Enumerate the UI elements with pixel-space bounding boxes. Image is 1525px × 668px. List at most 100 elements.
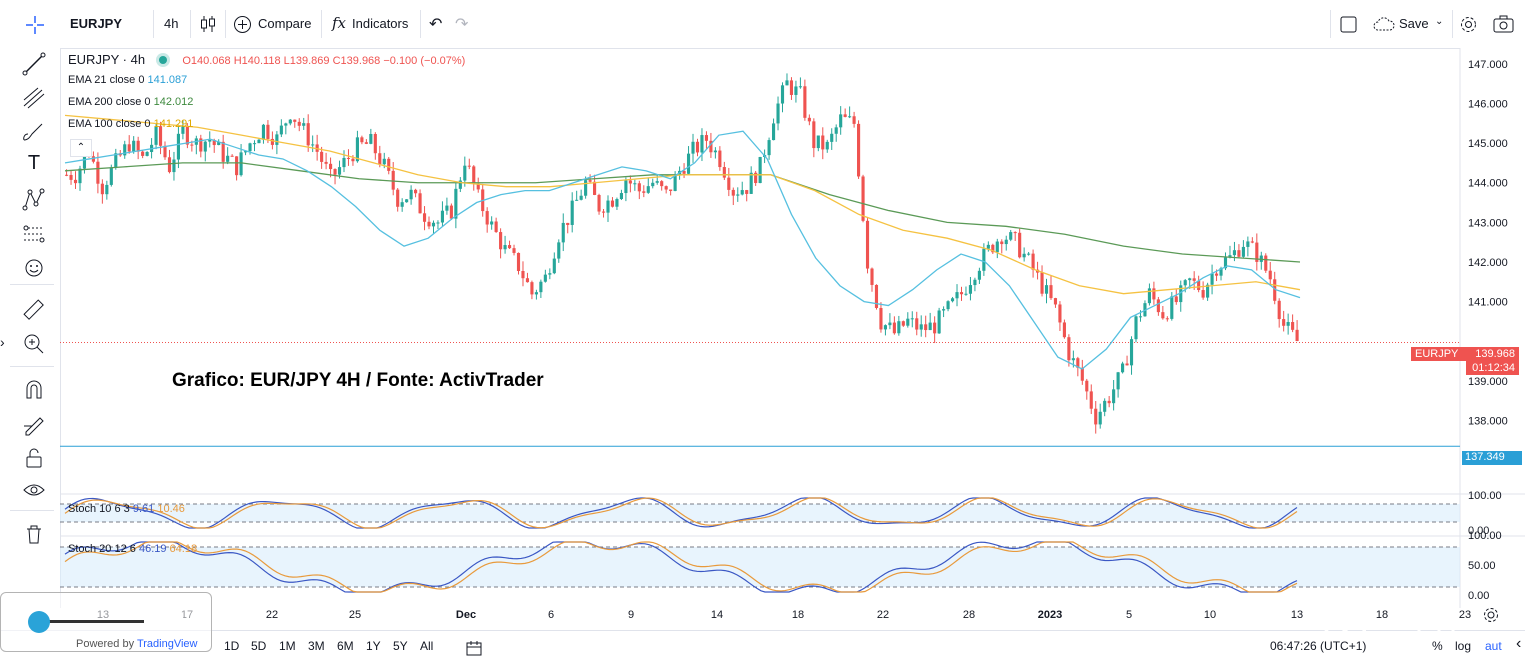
candle — [879, 307, 883, 330]
toolbar-divider — [1452, 10, 1453, 38]
lock-icon[interactable] — [20, 444, 48, 472]
magnet-icon[interactable] — [20, 376, 48, 404]
symbol-search-button[interactable]: EURJPY — [70, 16, 123, 31]
range-button[interactable]: 5Y — [393, 639, 408, 653]
range-button[interactable]: 1D — [224, 639, 240, 653]
undo-icon[interactable]: ↶ — [429, 16, 443, 33]
legend-stoch1[interactable]: Stoch 10 6 3 9.61 10.46 — [68, 503, 185, 515]
forecast-icon[interactable] — [20, 220, 48, 248]
candle — [1183, 280, 1187, 286]
candle — [396, 189, 400, 207]
emoji-icon[interactable] — [20, 254, 48, 282]
range-button[interactable]: 3M — [308, 639, 325, 653]
range-button[interactable]: 1M — [279, 639, 296, 653]
legend-ema21[interactable]: EMA 21 close 0 141.087 — [68, 74, 187, 86]
sidebar-panel-icon[interactable] — [1417, 606, 1455, 636]
time-axis-label: 6 — [548, 609, 554, 621]
candle — [883, 325, 887, 330]
candle — [351, 158, 355, 162]
brush-icon[interactable] — [20, 118, 48, 146]
candle — [552, 258, 556, 274]
save-button[interactable]: Save — [1399, 16, 1429, 31]
candle — [848, 116, 852, 118]
candle — [297, 121, 301, 126]
auto-scale-toggle[interactable]: aut — [1485, 639, 1502, 653]
text-tool-icon[interactable]: T — [27, 152, 41, 174]
layout-square-icon[interactable] — [1340, 16, 1357, 33]
tradingview-link[interactable]: TradingView — [136, 638, 198, 650]
volume-track[interactable] — [39, 620, 144, 623]
candle — [288, 119, 292, 124]
toolbar-divider — [190, 10, 191, 38]
collapse-legend-icon[interactable]: ⌃ — [70, 139, 92, 157]
candle — [91, 156, 95, 162]
stoch1-k: 9.61 — [132, 503, 155, 515]
compare-plus-icon[interactable] — [233, 15, 252, 34]
ema200-label: EMA 200 close 0 — [68, 96, 151, 108]
minus-icon[interactable]: − — [3, 613, 15, 635]
eye-icon[interactable] — [20, 476, 48, 504]
candle — [333, 169, 337, 175]
price-axis-label: 139.000 — [1468, 376, 1508, 388]
top-toolbar: EURJPY 4h Compare fx Indicators ↶ ↷ Save… — [0, 0, 1525, 49]
zoom-in-icon[interactable] — [20, 330, 48, 358]
camera-icon[interactable] — [1493, 15, 1514, 33]
stay-drawing-icon[interactable] — [20, 410, 48, 438]
legend-ema200[interactable]: EMA 200 close 0 142.012 — [68, 96, 193, 108]
candle — [834, 127, 838, 134]
indicators-fx-icon[interactable]: fx — [332, 14, 347, 32]
cloud-download-icon[interactable] — [1324, 604, 1366, 638]
candle — [1156, 299, 1160, 313]
candle — [628, 180, 632, 184]
log-toggle[interactable]: log — [1455, 639, 1472, 653]
trend-line-icon[interactable] — [20, 50, 48, 78]
cloud-save-icon[interactable] — [1373, 17, 1395, 31]
candle — [405, 199, 409, 203]
candle — [163, 145, 167, 158]
redo-icon[interactable]: ↷ — [455, 16, 469, 33]
price-axis-label: 145.000 — [1468, 138, 1508, 150]
candle — [1013, 232, 1017, 234]
interval-button[interactable]: 4h — [164, 16, 179, 31]
compare-button[interactable]: Compare — [258, 16, 312, 31]
candle — [476, 183, 480, 190]
range-button[interactable]: 5D — [251, 639, 267, 653]
legend-stoch2[interactable]: Stoch 20 12 6 46.19 64.18 — [68, 543, 197, 555]
candle-style-icon[interactable] — [199, 15, 217, 33]
candle — [870, 268, 874, 285]
volume-knob[interactable] — [28, 611, 50, 633]
time-axis-label: 10 — [1204, 609, 1216, 621]
candle — [1232, 250, 1237, 256]
plus-icon[interactable]: + — [165, 599, 185, 637]
clock[interactable]: 06:47:26 (UTC+1) — [1270, 639, 1367, 653]
toolbar-divider — [1330, 10, 1331, 38]
candle — [387, 158, 391, 171]
ruler-icon[interactable] — [20, 296, 48, 324]
price-axis-label: 144.000 — [1468, 178, 1508, 190]
collapse-sidebar-icon[interactable]: › — [0, 334, 5, 350]
settings-gear-icon[interactable] — [1482, 606, 1500, 624]
candle — [69, 174, 73, 180]
pattern-icon[interactable] — [20, 186, 48, 214]
chevron-left-icon[interactable]: ‹ — [1516, 635, 1522, 652]
candle — [758, 156, 762, 184]
range-button[interactable]: All — [420, 639, 434, 653]
crosshair-icon[interactable] — [24, 14, 46, 36]
time-axis-label: 23 — [1459, 609, 1471, 621]
legend-ema100[interactable]: EMA 100 close 0 141.291 — [68, 118, 193, 130]
candle — [942, 309, 946, 311]
range-button[interactable]: 6M — [337, 639, 354, 653]
percent-toggle[interactable]: % — [1432, 639, 1443, 653]
chevron-down-icon[interactable]: ⌄ — [1435, 16, 1444, 27]
gear-icon[interactable] — [1459, 15, 1478, 34]
candle — [1295, 329, 1299, 342]
indicators-button[interactable]: Indicators — [352, 16, 409, 31]
chart-area[interactable]: 147.000 146.000 145.000 144.000 143.000 142.0… — [60, 48, 1525, 630]
stoch-axis-label: 100.00 — [1468, 530, 1502, 542]
range-button[interactable]: 1Y — [366, 639, 381, 653]
legend-symbol[interactable]: EURJPY · 4h — [68, 52, 146, 67]
trash-icon[interactable] — [20, 520, 48, 548]
calendar-goto-icon[interactable] — [466, 640, 482, 656]
candle — [1174, 296, 1178, 303]
pitchfork-icon[interactable] — [20, 84, 48, 112]
